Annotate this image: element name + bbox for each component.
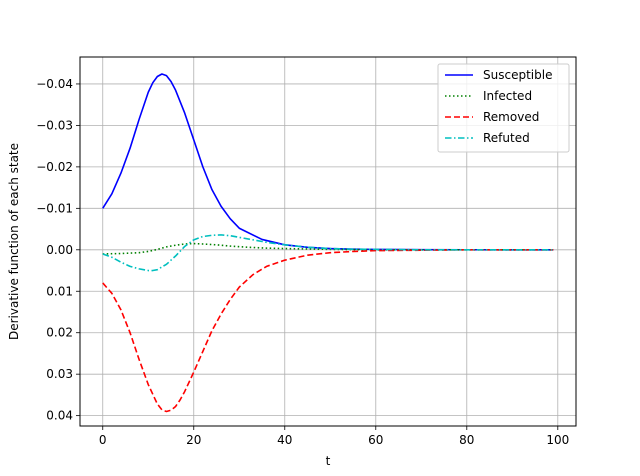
- y-axis-label: Derivative function of each state: [7, 143, 21, 340]
- plot-frame: [79, 56, 577, 427]
- x-tick-label: 20: [186, 433, 201, 447]
- y-tick-label: 0.00: [46, 243, 73, 257]
- legend-label: Susceptible: [483, 68, 552, 82]
- y-tick-label: 0.04: [46, 409, 73, 423]
- y-tick-label: −0.04: [36, 77, 73, 91]
- x-tick-label: 40: [277, 433, 292, 447]
- x-tick-label: 0: [99, 433, 107, 447]
- x-axis-label: t: [326, 454, 331, 468]
- y-tick-label: −0.02: [36, 160, 73, 174]
- y-tick-label: −0.03: [36, 118, 73, 132]
- x-tick-label: 80: [459, 433, 474, 447]
- y-tick-label: 0.03: [46, 367, 73, 381]
- y-tick-label: 0.02: [46, 326, 73, 340]
- legend-box: [437, 63, 570, 153]
- series-line-removed: [102, 248, 554, 413]
- x-tick-label: 100: [546, 433, 569, 447]
- axis-ticks: 0 20 40 60 80 100 0.04 0.03 0.02 0.01 0.00 −0.01 −0.…: [36, 77, 569, 447]
- series-lines: [102, 73, 554, 413]
- legend-label: Removed: [483, 110, 539, 124]
- series-line-refuted: [102, 234, 554, 272]
- y-tick-label: −0.01: [36, 201, 73, 215]
- legend: Susceptible Infected Removed Refuted: [437, 63, 570, 153]
- x-tick-label: 60: [368, 433, 383, 447]
- legend-label: Infected: [483, 89, 532, 103]
- y-tick-label: 0.01: [46, 284, 73, 298]
- legend-label: Refuted: [483, 131, 530, 145]
